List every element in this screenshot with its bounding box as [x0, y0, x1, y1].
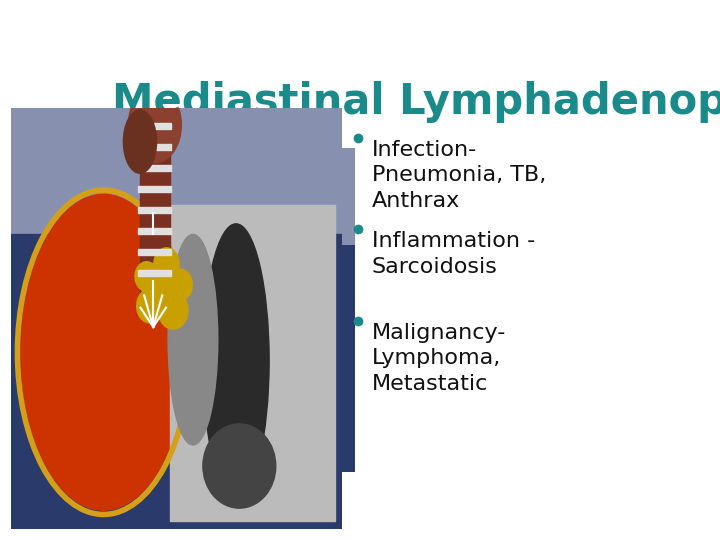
Ellipse shape: [21, 194, 186, 510]
Bar: [138, 123, 171, 129]
Bar: [11, 108, 342, 234]
Bar: [138, 144, 171, 150]
Circle shape: [135, 262, 158, 291]
Bar: [140, 108, 170, 298]
Bar: [138, 270, 171, 276]
Ellipse shape: [128, 87, 181, 163]
Bar: [138, 249, 171, 255]
Bar: [170, 205, 336, 521]
Bar: [11, 234, 342, 529]
Ellipse shape: [123, 110, 156, 173]
Ellipse shape: [203, 424, 276, 508]
Bar: [138, 207, 171, 213]
Bar: [138, 165, 171, 171]
Text: Infection-
Pneumonia, TB,
Anthrax: Infection- Pneumonia, TB, Anthrax: [372, 140, 546, 211]
FancyBboxPatch shape: [99, 148, 355, 245]
Circle shape: [137, 289, 163, 323]
Circle shape: [158, 291, 188, 329]
Bar: [138, 228, 171, 234]
Ellipse shape: [203, 224, 269, 498]
Circle shape: [142, 262, 178, 308]
Circle shape: [167, 269, 192, 301]
FancyBboxPatch shape: [99, 245, 355, 472]
Circle shape: [154, 248, 179, 280]
Ellipse shape: [168, 234, 218, 445]
Text: Inflammation -
Sarcoidosis: Inflammation - Sarcoidosis: [372, 231, 535, 276]
Text: Malignancy-
Lymphoma,
Metastatic: Malignancy- Lymphoma, Metastatic: [372, 322, 506, 394]
Text: Mediastinal Lymphadenopathy: Mediastinal Lymphadenopathy: [112, 82, 720, 124]
Bar: [138, 186, 171, 192]
